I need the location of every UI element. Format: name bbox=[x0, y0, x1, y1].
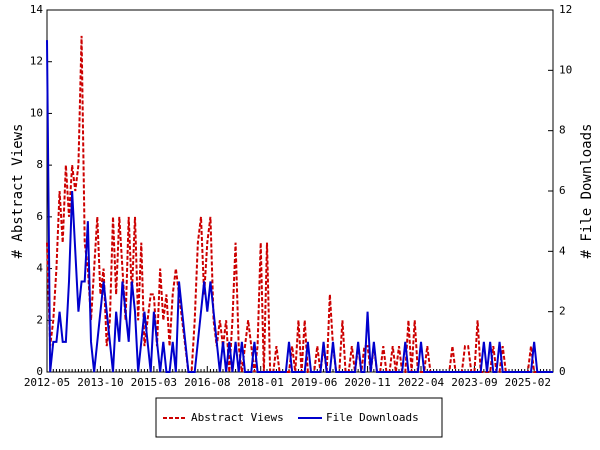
y2-tick-label: 0 bbox=[559, 365, 566, 378]
y-axis-label: # Abstract Views bbox=[10, 124, 26, 259]
x-tick-label: 2012-05 bbox=[24, 376, 70, 389]
y-tick-label: 10 bbox=[30, 106, 43, 119]
y2-axis-label: # File Downloads bbox=[579, 124, 595, 259]
series-line bbox=[46, 40, 553, 373]
series-line bbox=[46, 35, 553, 373]
legend-label: Abstract Views bbox=[191, 411, 284, 424]
y-tick-label: 8 bbox=[36, 158, 43, 171]
y2-tick-label: 8 bbox=[559, 124, 566, 137]
x-tick-label: 2023-09 bbox=[451, 376, 497, 389]
x-tick-label: 2015-03 bbox=[131, 376, 177, 389]
x-tick-label: 2022-04 bbox=[398, 376, 445, 389]
x-tick-label: 2016-08 bbox=[184, 376, 230, 389]
y-tick-label: 12 bbox=[30, 55, 43, 68]
y-tick-label: 0 bbox=[36, 365, 43, 378]
y-tick-label: 4 bbox=[36, 262, 43, 275]
legend-label: File Downloads bbox=[326, 411, 419, 424]
y-tick-label: 6 bbox=[36, 210, 43, 223]
x-tick-label: 2025-02 bbox=[505, 376, 551, 389]
y-tick-label: 2 bbox=[36, 313, 43, 326]
y2-tick-label: 12 bbox=[559, 3, 572, 16]
y2-tick-label: 6 bbox=[559, 184, 566, 197]
x-tick-label: 2018-01 bbox=[238, 376, 284, 389]
x-tick-label: 2019-06 bbox=[291, 376, 337, 389]
x-tick-label: 2013-10 bbox=[77, 376, 123, 389]
x-tick-label: 2020-11 bbox=[344, 376, 390, 389]
y2-tick-label: 2 bbox=[559, 305, 566, 318]
plot-frame bbox=[46, 9, 554, 373]
y2-tick-label: 10 bbox=[559, 63, 572, 76]
y2-tick-label: 4 bbox=[559, 244, 566, 257]
y-tick-label: 14 bbox=[30, 3, 44, 16]
